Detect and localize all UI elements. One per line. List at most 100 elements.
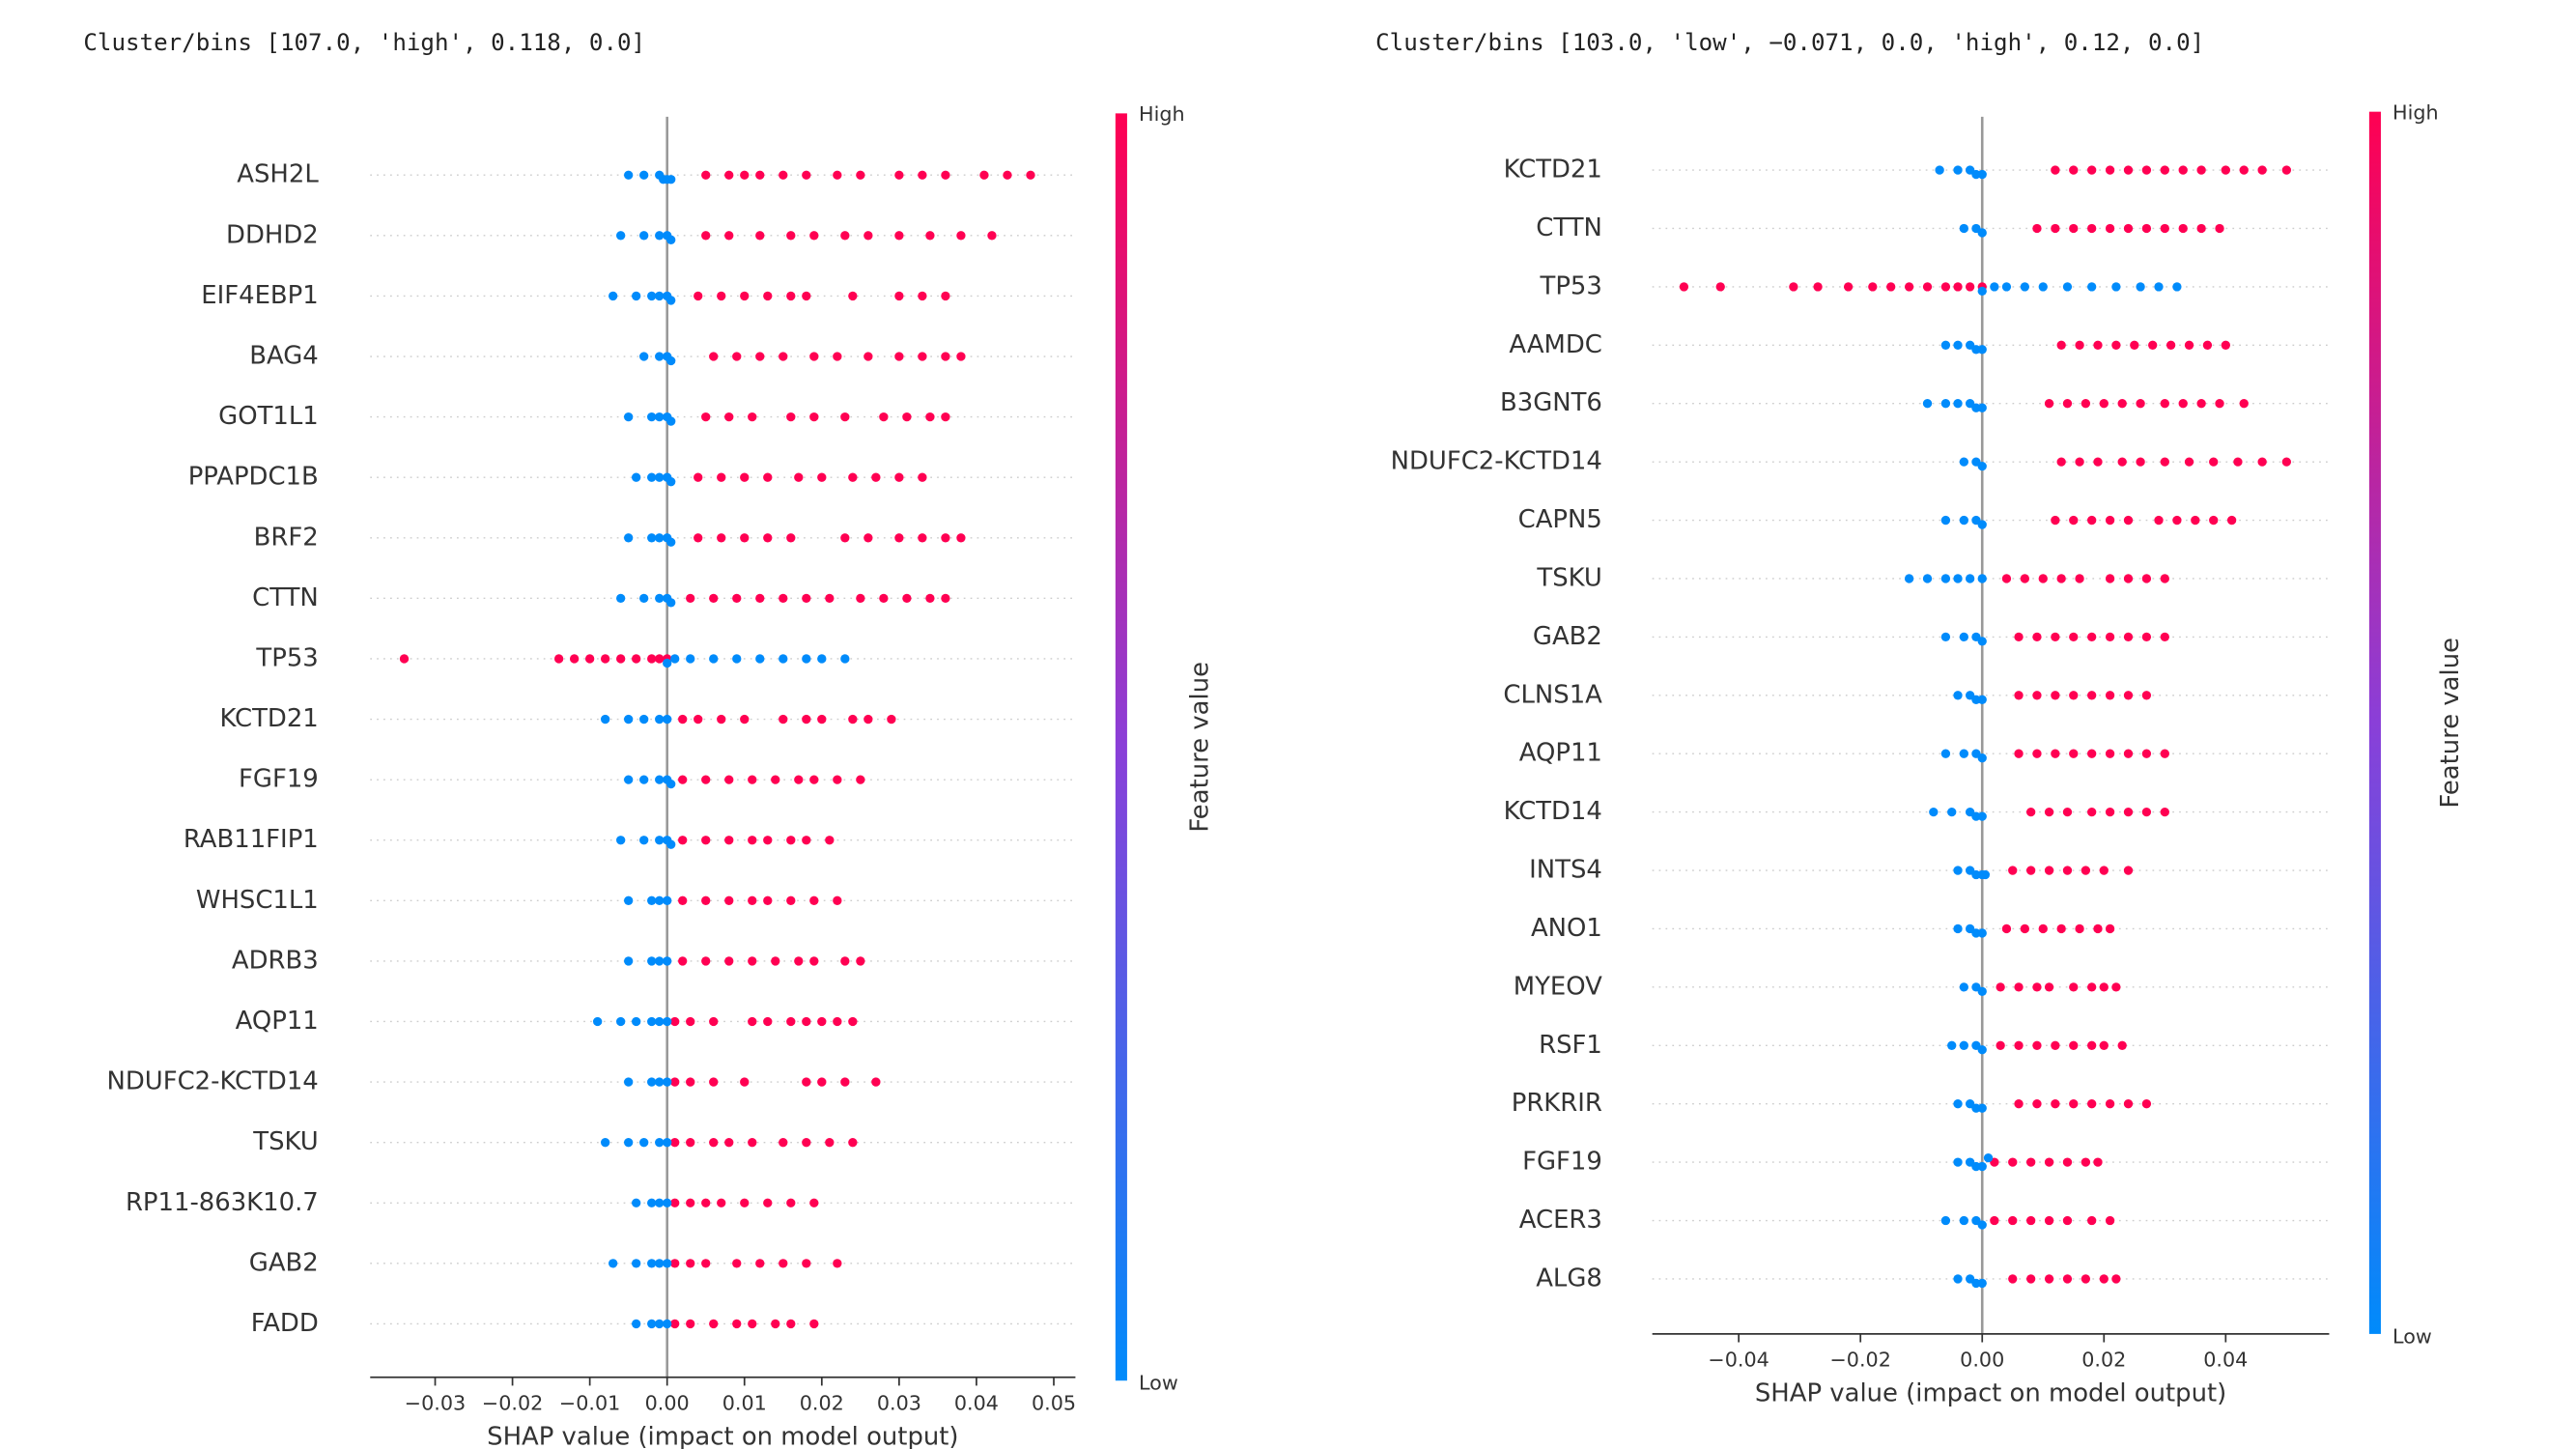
shap-dot [748, 956, 757, 966]
shap-dot [1940, 574, 1951, 583]
shap-dot [1789, 282, 1798, 292]
shap-dot [2184, 340, 2194, 350]
shap-dot [840, 956, 850, 966]
x-tick-label: 0.02 [2081, 1349, 2126, 1372]
shap-dot [655, 231, 665, 241]
shap-dot [2105, 223, 2115, 234]
shap-dot [802, 1138, 811, 1148]
shap-dot [1940, 340, 1951, 350]
shap-dot [1953, 691, 1963, 700]
colorbar-label: Feature value [2436, 638, 2465, 809]
shap-dot [647, 1016, 657, 1027]
shap-dot [2117, 1040, 2127, 1050]
shap-dot [778, 1259, 788, 1268]
x-tick-label: −0.01 [559, 1391, 620, 1414]
shap-dot [1953, 574, 1963, 583]
feature-label: NDUFC2-KCTD14 [1391, 447, 1602, 476]
shap-dot [802, 170, 811, 180]
shap-dot [2081, 399, 2091, 409]
shap-dot [794, 956, 804, 966]
shap-dot [2111, 340, 2121, 350]
feature-label: CLNS1A [1503, 680, 1602, 709]
shap-dot [2087, 515, 2097, 526]
shap-dot [701, 895, 711, 905]
shap-dot [1959, 515, 1968, 526]
shap-dot [2044, 866, 2054, 875]
shap-dot [1953, 1157, 1963, 1167]
shap-dot [2172, 282, 2182, 292]
shap-dot [724, 412, 734, 422]
shap-dot [871, 1077, 881, 1087]
shap-dot [840, 412, 850, 422]
shap-dot [1977, 1278, 1987, 1289]
shap-dot [647, 956, 657, 966]
shap-dot [778, 654, 788, 664]
shap-dot [2087, 632, 2097, 642]
shap-dot [2051, 515, 2060, 526]
x-tick-label: 0.04 [2203, 1349, 2248, 1372]
shap-dot [740, 472, 750, 482]
shap-dot [848, 291, 858, 301]
shap-dot [2038, 574, 2048, 583]
shap-dot [740, 533, 750, 543]
shap-dot [871, 472, 881, 482]
shap-dot [2032, 749, 2042, 758]
shap-dot [848, 714, 858, 724]
shap-dot [748, 1319, 757, 1329]
shap-dot [1940, 282, 1951, 292]
shap-dot [2123, 515, 2134, 526]
shap-dot [833, 775, 842, 784]
shap-dot [956, 352, 966, 361]
feature-label: KCTD21 [1504, 156, 1602, 185]
shap-dot [2099, 1274, 2109, 1284]
shap-dot [786, 1198, 796, 1208]
shap-dot [732, 593, 742, 604]
shap-dot [802, 654, 811, 664]
shap-dot [2160, 749, 2169, 758]
shap-dot [624, 412, 634, 422]
shap-dot [639, 836, 649, 845]
shap-dot [1959, 457, 1968, 467]
shap-dot [694, 533, 703, 543]
shap-dot [639, 1138, 649, 1148]
shap-dot [666, 296, 676, 305]
shap-dot [686, 1259, 695, 1268]
shap-dot [1868, 282, 1878, 292]
shap-dot [666, 598, 676, 608]
feature-label: RSF1 [1539, 1031, 1602, 1060]
shap-dot [1977, 403, 1987, 412]
shap-dot [616, 836, 626, 845]
shap-dot [732, 352, 742, 361]
shap-dot [655, 956, 665, 966]
shap-dot [2032, 982, 2042, 992]
shap-dot [2062, 1157, 2073, 1167]
shap-dot [2105, 515, 2115, 526]
shap-dot [2111, 1274, 2121, 1284]
shap-dot [879, 593, 889, 604]
shap-dot [786, 895, 796, 905]
feature-label: PRKRIR [1512, 1089, 1602, 1118]
shap-dot [647, 895, 657, 905]
shap-dot [663, 658, 672, 668]
shap-dot [717, 291, 726, 301]
shap-dot [833, 1016, 842, 1027]
shap-dot [616, 231, 626, 241]
shap-dot [2087, 1040, 2097, 1050]
shap-dot [655, 1077, 665, 1087]
shap-dot [778, 352, 788, 361]
shap-dot [856, 775, 865, 784]
shap-dot [686, 1077, 695, 1087]
shap-dot [2051, 632, 2060, 642]
shap-dot [2087, 807, 2097, 817]
shap-dot [2184, 457, 2194, 467]
shap-dot [2123, 749, 2134, 758]
shap-dot [2099, 982, 2109, 992]
x-tick-label: 0.02 [800, 1391, 844, 1414]
shap-dot [2123, 574, 2134, 583]
shap-dot [1940, 632, 1951, 642]
feature-label: TP53 [1540, 271, 1602, 300]
shap-dot [2051, 1040, 2060, 1050]
shap-dot [817, 1077, 827, 1087]
shap-dot [2099, 866, 2109, 875]
shap-dot [666, 416, 676, 426]
